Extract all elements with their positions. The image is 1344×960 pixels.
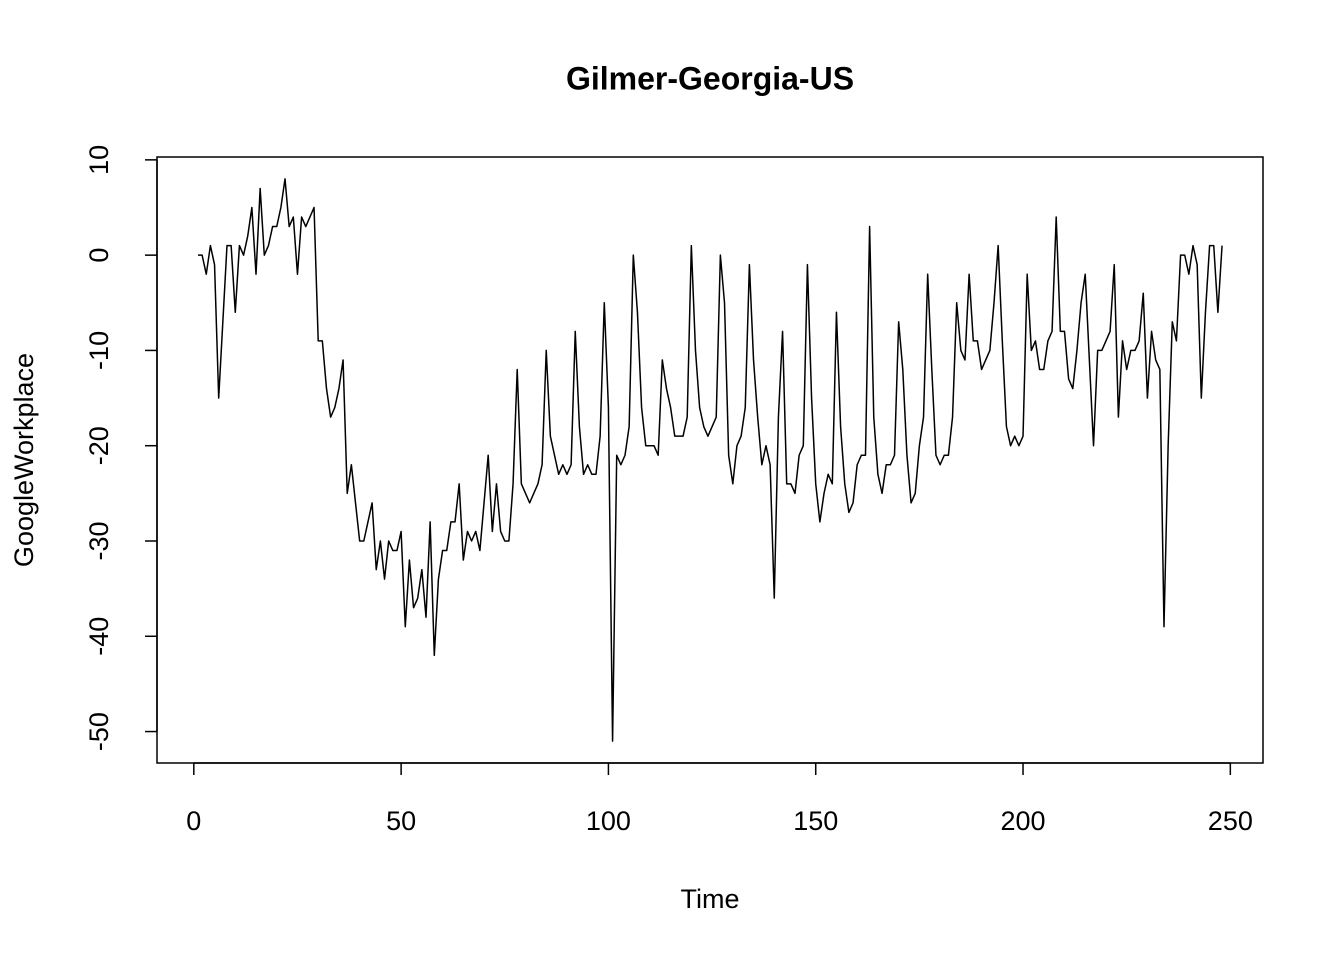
x-tick-label: 150: [793, 806, 838, 836]
x-tick-label: 200: [1000, 806, 1045, 836]
y-tick-label: -40: [84, 617, 114, 656]
x-tick-label: 0: [186, 806, 201, 836]
y-tick-label: 0: [84, 248, 114, 263]
x-tick-label: 100: [586, 806, 631, 836]
plot-box: [156, 156, 1264, 764]
x-tick-label: 50: [386, 806, 416, 836]
y-axis-label: GoogleWorkplace: [9, 353, 39, 567]
y-tick-label: -50: [84, 712, 114, 751]
y-tick-label: -10: [84, 331, 114, 370]
data-line: [197, 178, 1223, 742]
y-tick-label: -20: [84, 426, 114, 465]
y-tick-label: -30: [84, 521, 114, 560]
chart-title: Gilmer-Georgia-US: [566, 60, 854, 96]
x-axis-label: Time: [681, 884, 740, 914]
x-tick-label: 250: [1208, 806, 1253, 836]
y-tick-label: 10: [84, 145, 114, 175]
